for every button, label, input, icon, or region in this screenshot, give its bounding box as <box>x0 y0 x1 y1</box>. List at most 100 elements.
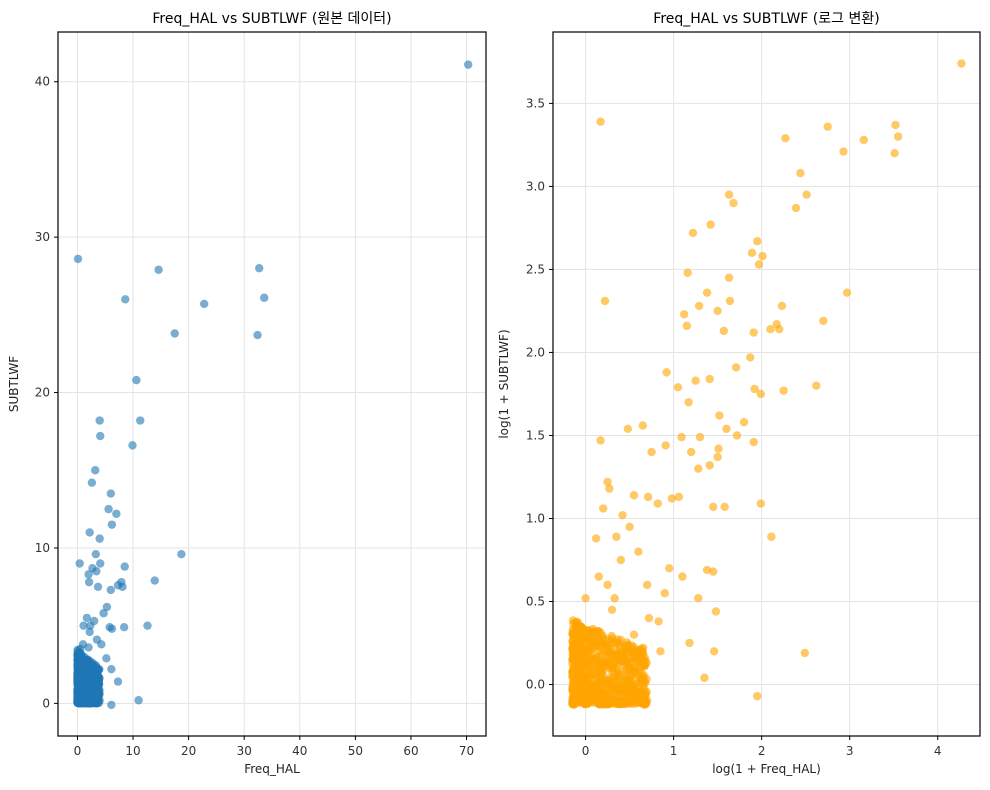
left-scatter-point <box>94 675 104 684</box>
right-scatter-point <box>638 676 648 685</box>
right-scatter-point <box>714 444 723 453</box>
right-scatter-point <box>629 491 639 500</box>
right-scatter-point <box>606 683 615 692</box>
right-scatter-points <box>568 59 966 709</box>
left-scatter-point <box>106 585 116 595</box>
left-scatter-point <box>128 441 137 450</box>
right-scatter-point <box>756 499 765 508</box>
right-scatter-point <box>598 632 608 641</box>
right-scatter-point <box>618 696 627 705</box>
right-y-axis-label: log(1 + SUBTLWF) <box>497 329 511 438</box>
left-scatter-point <box>177 549 186 559</box>
right-scatter-point <box>777 301 787 311</box>
right-scatter-point <box>688 228 698 238</box>
left-scatter-point <box>80 683 90 692</box>
right-scatter-point <box>574 656 583 666</box>
right-y-tick-label: 0.5 <box>526 595 545 609</box>
right-x-tick-label: 2 <box>758 744 766 758</box>
right-scatter-point <box>591 534 601 543</box>
right-scatter-point <box>891 120 900 130</box>
right-scatter-point <box>608 638 618 648</box>
right-scatter-point <box>661 441 670 450</box>
right-scatter-point <box>720 502 729 512</box>
right-scatter-point <box>660 589 670 598</box>
left-scatter-point <box>170 329 179 338</box>
left-scatter-points <box>73 60 473 710</box>
left-x-tick-label: 50 <box>348 744 363 758</box>
right-y-tick-label: 3.0 <box>526 179 545 193</box>
right-scatter-point <box>839 147 848 156</box>
right-scatter-point <box>739 417 749 427</box>
right-scatter-point <box>715 411 724 420</box>
right-scatter-point <box>800 648 809 658</box>
left-scatter-point <box>77 655 86 665</box>
right-scatter-point <box>636 668 646 678</box>
right-scatter-point <box>890 149 899 158</box>
right-scatter-point <box>796 168 805 178</box>
left-chart-title: Freq_HAL vs SUBTLWF (원본 데이터) <box>152 11 391 27</box>
right-scatter-point <box>709 502 718 512</box>
right-scatter-point <box>679 310 689 319</box>
right-scatter-point <box>859 135 868 145</box>
right-scatter-point <box>725 296 735 306</box>
right-scatter-point <box>623 424 633 434</box>
left-scatter-point <box>102 602 112 612</box>
right-scatter-point <box>802 190 811 199</box>
right-scatter-point <box>653 499 662 508</box>
left-y-tick-label: 20 <box>35 386 50 400</box>
right-scatter-point <box>625 522 634 531</box>
left-x-tick-label: 60 <box>403 744 418 758</box>
right-scatter-point <box>711 607 721 616</box>
left-x-tick-label: 0 <box>74 744 82 758</box>
right-scatter-point <box>694 464 703 473</box>
right-scatter-point <box>591 673 600 682</box>
left-scatter-point <box>107 700 116 710</box>
right-y-tick-label: 0.0 <box>526 678 545 692</box>
right-scatter-point <box>687 447 696 457</box>
left-scatter-point <box>120 562 129 571</box>
left-scatter-point <box>84 570 93 579</box>
right-scatter-point <box>731 363 741 372</box>
left-x-tick-label: 30 <box>237 744 252 758</box>
right-scatter-point <box>724 190 734 199</box>
right-scatter-point <box>767 532 776 541</box>
right-scatter-point <box>633 686 642 695</box>
left-scatter-point <box>154 265 163 274</box>
left-scatter-point <box>107 624 117 633</box>
right-scatter-point <box>694 301 704 311</box>
right-scatter-point <box>673 383 683 392</box>
right-scatter-point <box>746 353 755 362</box>
right-scatter-point <box>957 59 966 68</box>
right-scatter-point <box>604 648 613 657</box>
right-scatter-point <box>678 572 687 581</box>
right-scatter-point <box>568 687 577 696</box>
left-scatter-point <box>150 576 159 585</box>
right-scatter-point <box>644 613 654 623</box>
right-scatter-point <box>587 696 597 705</box>
left-scatter-point <box>107 520 117 529</box>
right-scatter-point <box>753 691 762 701</box>
right-scatter-point <box>654 617 663 626</box>
right-y-tick-label: 3.5 <box>526 96 545 110</box>
right-scatter-point <box>705 374 714 384</box>
right-y-tick-label: 2.5 <box>526 262 545 276</box>
right-scatter-point <box>616 555 625 565</box>
right-scatter-point <box>608 673 618 682</box>
right-scatter-point <box>576 691 586 700</box>
right-scatter-point <box>791 203 801 213</box>
right-scatter-point <box>603 580 612 590</box>
left-scatter-point <box>95 534 104 543</box>
right-scatter-point <box>713 452 722 462</box>
right-scatter-point <box>629 630 639 639</box>
left-scatter-point <box>73 254 83 264</box>
right-scatter-point <box>719 326 728 336</box>
left-scatter-point <box>95 696 104 705</box>
right-x-tick-label: 0 <box>582 744 590 758</box>
right-scatter-point <box>618 510 627 520</box>
left-scatter-point <box>91 466 100 475</box>
right-scatter-point <box>576 632 585 641</box>
right-scatter-point <box>643 580 652 590</box>
left-scatter-point <box>96 559 105 568</box>
left-scatter-point <box>199 299 209 309</box>
right-scatter-point <box>766 325 775 334</box>
